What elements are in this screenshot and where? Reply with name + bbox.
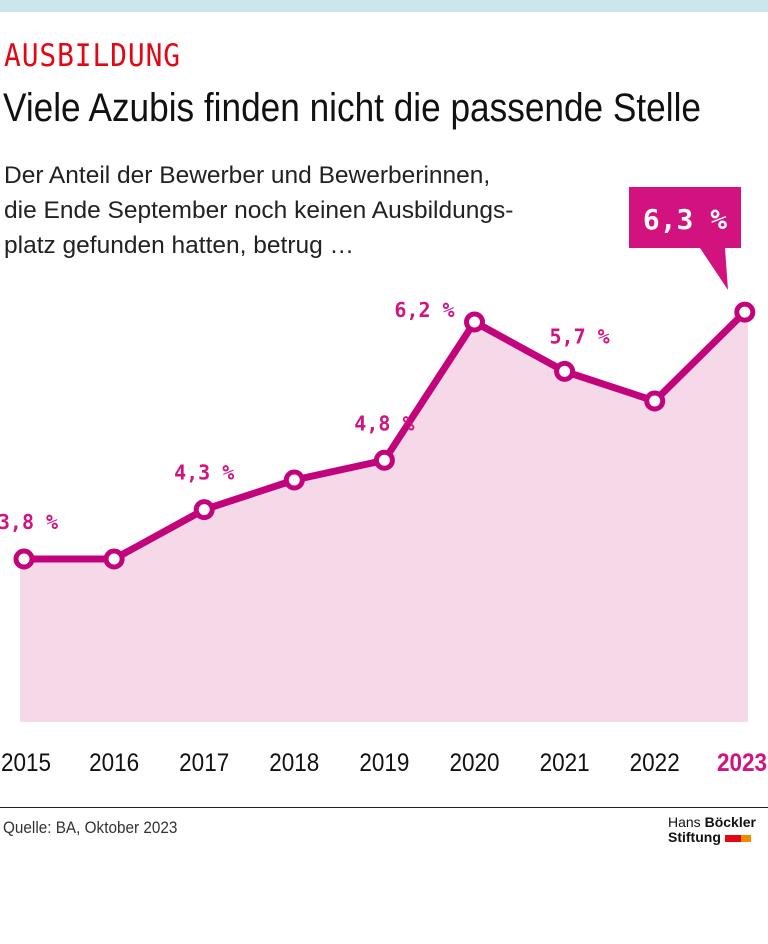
subtitle-line: Der Anteil der Bewerber und Bewerberinne… (4, 162, 491, 189)
data-point-2020 (464, 311, 485, 333)
x-tick-2021: 2021 (540, 749, 590, 777)
subtitle-line: platz gefunden hatten, betrug … (4, 232, 355, 259)
subtitle-line: die Ende September noch keinen Ausbildun… (4, 197, 514, 224)
chart-title: Viele Azubis finden nicht die passende S… (3, 86, 701, 130)
x-tick-2016: 2016 (89, 749, 139, 777)
top-accent-bar (0, 0, 768, 12)
logo-text: Stiftung (668, 829, 721, 845)
kicker: AUSBILDUNG (4, 38, 181, 74)
logo-text: Böckler (704, 814, 756, 830)
data-point-2022 (644, 390, 666, 412)
callout-box (629, 187, 741, 290)
data-label-2017: 4,3 % (174, 461, 234, 485)
data-point-2021 (554, 360, 576, 382)
area-fill (20, 312, 748, 722)
data-label-2021: 5,7 % (549, 324, 609, 348)
x-tick-2023: 2023 (717, 749, 767, 777)
data-point-2015 (13, 548, 35, 570)
source-note: Quelle: BA, Oktober 2023 (3, 818, 178, 837)
x-tick-2019: 2019 (359, 749, 409, 777)
hans-boeckler-logo: Hans Böckler Stiftung (668, 815, 756, 845)
x-tick-2022: 2022 (630, 749, 680, 777)
data-label-2023: 6,3 % (643, 203, 727, 236)
data-label-2015: 3,8 % (0, 510, 58, 534)
logo-text: Hans (668, 814, 701, 830)
data-point-2016 (103, 548, 125, 570)
data-point-2017 (193, 499, 215, 521)
x-tick-2018: 2018 (269, 749, 319, 777)
x-tick-2017: 2017 (179, 749, 229, 777)
data-point-2019 (373, 449, 395, 471)
data-label-2020: 6,2 % (394, 298, 454, 322)
data-label-2019: 4,8 % (354, 411, 414, 435)
x-tick-2020: 2020 (449, 749, 499, 777)
subtitle: Der Anteil der Bewerber und Bewerberinne… (4, 158, 513, 263)
footer-divider (0, 807, 768, 808)
data-point-2018 (283, 469, 305, 491)
x-tick-2015: 2015 (1, 749, 51, 777)
data-point-2023 (734, 301, 756, 323)
line-chart: 3,8 % 4,3 % 4,8 % 6,2 % 5,7 % 6,3 % 2015 2016 20… (0, 187, 767, 777)
